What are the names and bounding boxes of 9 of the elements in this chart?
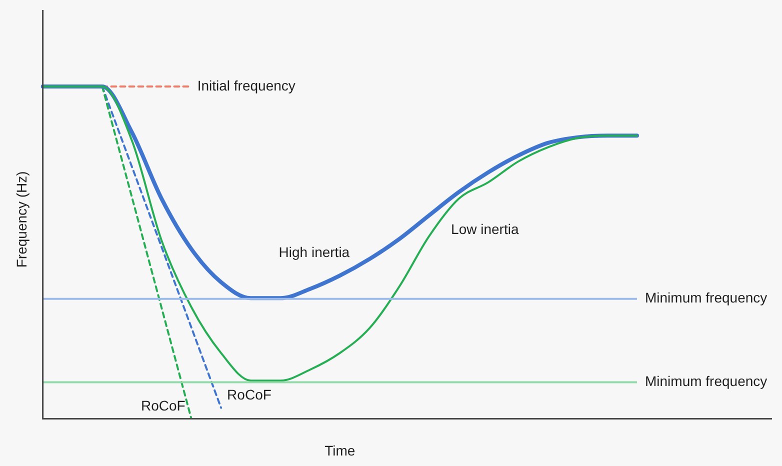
ref-line-label: Minimum frequency [645, 373, 768, 390]
series-label: Initial frequency [197, 77, 296, 94]
x-axis-title: Time [324, 442, 356, 458]
y-axis-title: Frequency (Hz) [13, 171, 30, 268]
series-label: RoCoF [140, 398, 186, 414]
series-label: RoCoF [227, 386, 272, 403]
ref-line-label: Minimum frequency [645, 290, 768, 306]
series-label: High inertia [278, 244, 350, 260]
series-label: Low inertia [451, 221, 519, 238]
